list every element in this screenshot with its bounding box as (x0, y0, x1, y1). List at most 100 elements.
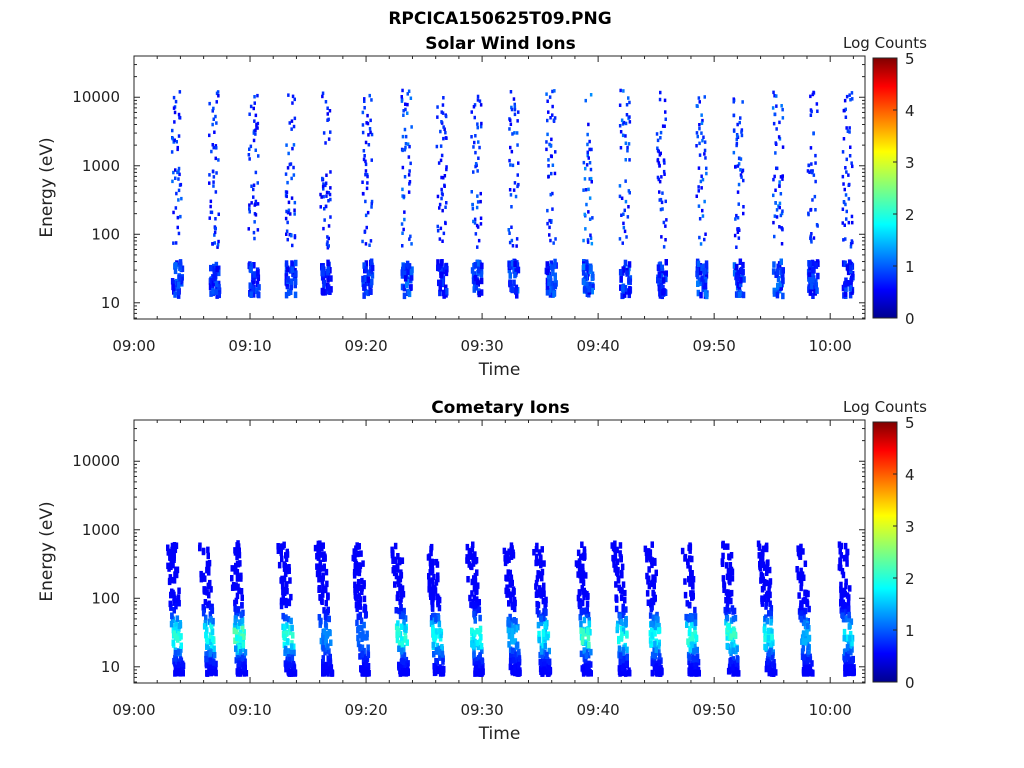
data-cell (430, 562, 434, 569)
data-cell (581, 563, 585, 571)
data-cell (736, 665, 740, 673)
data-cell (732, 270, 737, 277)
data-cell (661, 207, 664, 211)
data-cell (173, 291, 177, 298)
data-cell (368, 288, 372, 295)
data-cell (618, 194, 622, 199)
data-cell (212, 659, 216, 666)
data-cell (178, 263, 182, 270)
data-cell (319, 551, 323, 558)
data-cell (476, 122, 479, 126)
data-cell (353, 563, 358, 570)
data-cell (535, 542, 539, 550)
x-tick-label: 09:00 (112, 701, 155, 719)
data-cell (399, 603, 403, 611)
data-cell (806, 169, 810, 173)
data-cell (210, 628, 215, 635)
data-cell (292, 643, 296, 650)
data-cell (356, 624, 361, 632)
data-cell (356, 579, 361, 586)
data-cell (436, 667, 440, 675)
data-cell (408, 182, 411, 186)
data-cell (402, 292, 407, 300)
data-cell (356, 599, 360, 607)
data-cell (172, 577, 177, 584)
data-cell (366, 651, 371, 658)
data-cell (319, 205, 322, 209)
data-cell (291, 243, 294, 248)
data-cell (208, 650, 213, 657)
data-cell (285, 190, 289, 194)
data-cell (468, 553, 472, 560)
data-cell (653, 652, 658, 659)
data-cell (727, 591, 732, 598)
data-cell (781, 227, 784, 231)
data-cell (476, 98, 480, 102)
data-cell (553, 262, 557, 269)
data-cell (477, 140, 480, 144)
data-cell (322, 607, 326, 614)
data-cell (476, 200, 480, 204)
data-cell (540, 651, 544, 659)
data-cell (254, 132, 257, 136)
data-cell (441, 103, 445, 107)
data-cell (357, 592, 361, 600)
data-cell (812, 131, 815, 136)
data-cell (283, 646, 288, 654)
data-cell (356, 584, 360, 591)
data-cell (475, 259, 480, 267)
data-cell (613, 554, 618, 561)
data-cell (405, 281, 409, 289)
data-cell (215, 265, 219, 273)
data-cell (584, 611, 589, 619)
data-cell (807, 634, 812, 642)
data-cell (847, 594, 851, 601)
data-cell (842, 587, 847, 595)
data-cell (291, 146, 294, 151)
data-cell (431, 641, 435, 649)
data-cell (370, 264, 375, 272)
data-cell (847, 197, 851, 201)
data-cell (365, 186, 369, 191)
data-cell (691, 590, 695, 597)
data-cell (235, 592, 240, 600)
data-cell (516, 184, 519, 189)
data-cell (687, 654, 691, 661)
data-cell (851, 666, 856, 673)
data-cell (799, 575, 803, 582)
data-cell (329, 130, 332, 134)
data-cell (202, 623, 207, 630)
data-cell (797, 550, 802, 558)
data-cell (432, 669, 437, 677)
data-cell (663, 161, 666, 165)
data-cell (471, 207, 475, 211)
data-cell (430, 600, 435, 608)
data-cell (365, 173, 369, 177)
data-cell (322, 131, 326, 135)
data-cell (434, 615, 438, 623)
data-cell (177, 600, 181, 607)
data-cell (328, 288, 332, 295)
data-cell (513, 104, 517, 109)
data-cell (356, 640, 361, 648)
data-cell (216, 243, 220, 247)
data-cell (396, 620, 400, 627)
data-cell (725, 573, 730, 581)
data-cell (284, 597, 288, 605)
data-cell (578, 614, 582, 621)
data-cell (470, 640, 474, 648)
data-cell (440, 120, 443, 124)
data-cell (512, 188, 516, 192)
data-cell (471, 202, 474, 207)
data-cell (394, 572, 399, 580)
data-cell (406, 142, 410, 146)
data-cell (586, 150, 589, 155)
data-cell (846, 599, 851, 606)
data-cell (236, 623, 241, 630)
data-cell (176, 648, 181, 656)
data-cell (728, 658, 732, 665)
data-cell (703, 282, 708, 290)
data-cell (805, 622, 810, 630)
data-cell (235, 569, 240, 576)
data-cell (701, 118, 704, 123)
